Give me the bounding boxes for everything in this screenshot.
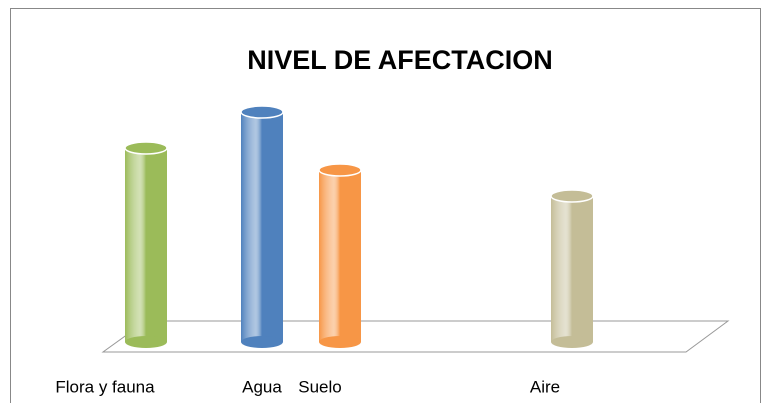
cylinder-bottom: [319, 336, 361, 348]
cylinder-body: [551, 196, 593, 342]
cylinder-bottom: [125, 336, 167, 348]
cylinder-bottom: [551, 336, 593, 348]
cylinder: [240, 105, 284, 348]
chart-title: NIVEL DE AFECTACION: [247, 45, 553, 75]
cylinder-top: [124, 141, 168, 155]
x-tick-label: Aire: [530, 377, 560, 396]
cylinder: [318, 163, 362, 348]
cylinder-top: [318, 163, 362, 177]
cylinder-body: [125, 148, 167, 342]
cylinder-top: [240, 105, 284, 119]
x-tick-label: Suelo: [298, 377, 341, 396]
x-tick-label: Flora y fauna: [55, 377, 155, 396]
x-tick-label: Agua: [242, 377, 282, 396]
cylinder: [124, 141, 168, 348]
floor: [101, 320, 730, 353]
cylinder-body: [319, 170, 361, 342]
cylinder-bottom: [241, 336, 283, 348]
cylinder-body: [241, 112, 283, 342]
cylinder-top: [550, 189, 594, 203]
cylinder: [550, 189, 594, 348]
